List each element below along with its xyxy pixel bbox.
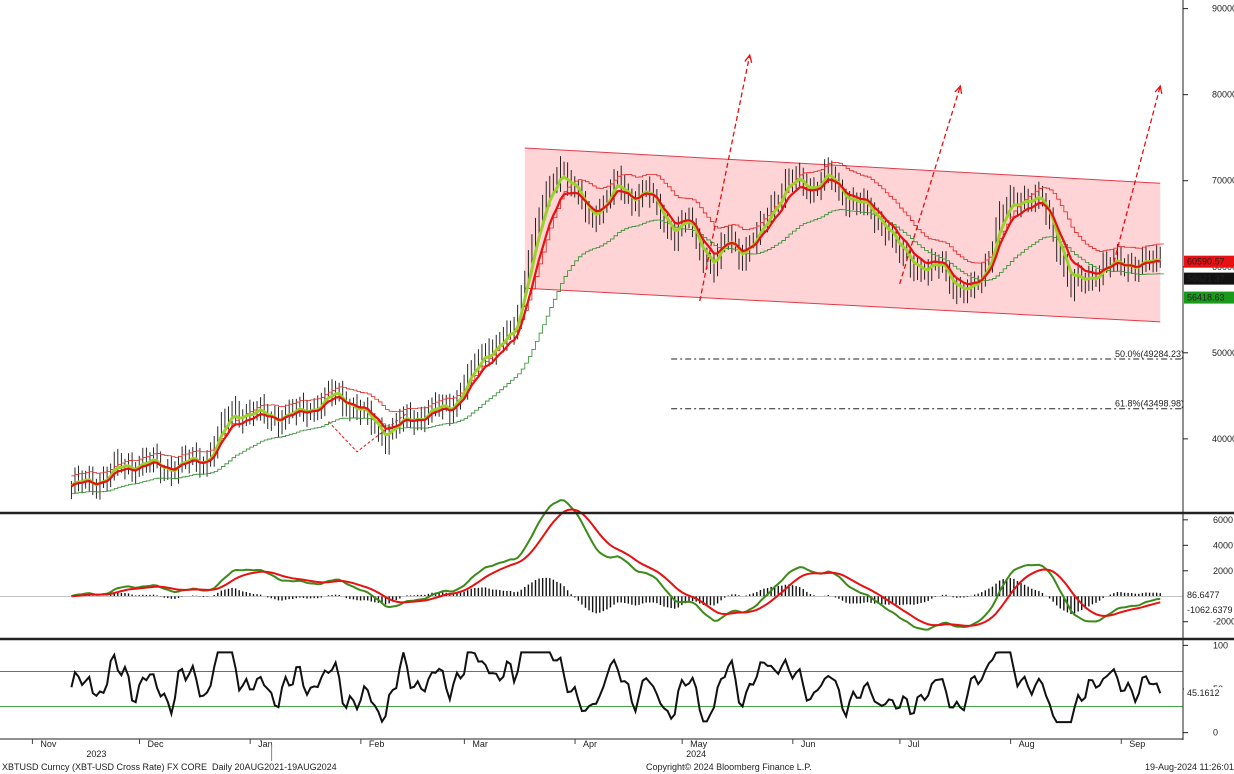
upper-step-band bbox=[71, 161, 1164, 477]
x-tick-label: Aug bbox=[1019, 739, 1035, 749]
slow-ma-line bbox=[70, 178, 1161, 488]
x-tick-label: Feb bbox=[369, 739, 385, 749]
price-tick-label: 70000 bbox=[1212, 176, 1234, 186]
footer-timestamp: 19-Aug-2024 11:26:01 bbox=[1145, 762, 1234, 772]
price-tick-label: 50000 bbox=[1212, 348, 1234, 358]
fast-ma-line bbox=[70, 173, 1161, 488]
x-tick-label: Nov bbox=[40, 739, 57, 749]
macd-signal-tag: -1062.6379 bbox=[1187, 605, 1233, 615]
macd-panel bbox=[0, 499, 1183, 631]
fib-label: 50.0%(49284.23) bbox=[1115, 349, 1184, 359]
footer-copyright: Copyright© 2024 Bloomberg Finance L.P. bbox=[646, 762, 812, 772]
projection-arrow-head bbox=[744, 53, 753, 63]
footer-instrument: XBTUSD Curncy (XBT-USD Cross Rate) FX CO… bbox=[2, 762, 337, 772]
x-tick-label: Mar bbox=[472, 739, 488, 749]
price-panel bbox=[70, 53, 1164, 500]
rsi-tick-label: 100 bbox=[1213, 640, 1228, 650]
rsi-tick-label: 0 bbox=[1213, 728, 1218, 738]
channel-layer: 50.0%(49284.23) 61.8%(43498.98) bbox=[524, 147, 1184, 410]
x-tick-label: Sep bbox=[1129, 739, 1145, 749]
ma2-tag: 56418.63 bbox=[1187, 293, 1225, 303]
x-tick-label: Jan bbox=[258, 739, 273, 749]
x-tick-label: Apr bbox=[583, 739, 597, 749]
channel-lower-line bbox=[524, 287, 1161, 323]
year-label: 2024 bbox=[686, 749, 706, 759]
x-tick-label: Jun bbox=[801, 739, 816, 749]
ma1-tag: 58621.37 bbox=[1187, 274, 1225, 284]
x-tick-label: Jul bbox=[908, 739, 920, 749]
x-tick-label: May bbox=[690, 739, 708, 749]
macd-tick-label: 4000 bbox=[1213, 540, 1233, 550]
projection-arrow-head bbox=[1154, 84, 1163, 95]
macd-tag: 86.6477 bbox=[1187, 590, 1220, 600]
rsi-tag-bg bbox=[1184, 687, 1234, 700]
macd-tick-label: -2000 bbox=[1213, 617, 1234, 627]
fib-label: 61.8%(43498.98) bbox=[1115, 399, 1184, 409]
x-tick-label: Dec bbox=[148, 739, 165, 749]
correction-channel bbox=[524, 148, 1161, 322]
macd-signal-line bbox=[71, 508, 1161, 627]
macd-signal-tag-bg bbox=[1184, 603, 1234, 616]
wave-iv-dashes bbox=[328, 412, 408, 453]
projection-arrow-head bbox=[954, 84, 963, 95]
projection-arrow bbox=[899, 85, 961, 285]
projection-arrow bbox=[699, 54, 751, 302]
macd-tag-bg bbox=[1184, 589, 1234, 602]
price-tick-label: 80000 bbox=[1212, 90, 1234, 100]
last-price-tag-bg bbox=[1184, 255, 1234, 268]
macd-tick-label: 6000 bbox=[1213, 515, 1233, 525]
ma1-tag-bg bbox=[1184, 272, 1234, 285]
ma2-tag-bg bbox=[1184, 291, 1234, 304]
macd-tick-label: 2000 bbox=[1213, 566, 1233, 576]
rsi-tag: 45.1612 bbox=[1187, 688, 1220, 698]
year-label: 2023 bbox=[86, 749, 106, 759]
rsi-panel bbox=[0, 651, 1183, 724]
projection-arrow bbox=[1113, 85, 1161, 263]
last-price-tag: 60590.57 bbox=[1187, 257, 1225, 267]
price-tick-label: 40000 bbox=[1212, 434, 1234, 444]
price-tick-label: 90000 bbox=[1212, 4, 1234, 14]
rsi-line bbox=[70, 651, 1162, 724]
macd-line bbox=[71, 499, 1161, 631]
